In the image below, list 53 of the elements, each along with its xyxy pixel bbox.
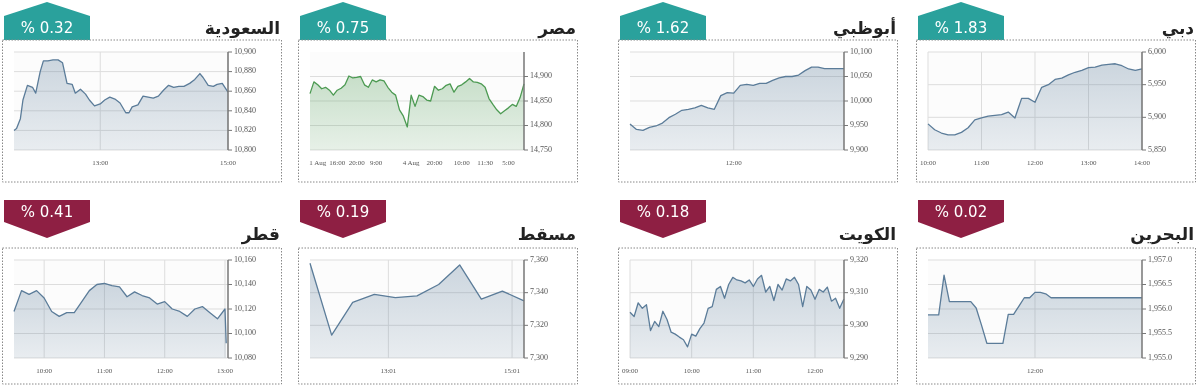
y-tick-label: 10,840 <box>234 105 256 115</box>
y-tick-label: 5,950 <box>1148 79 1166 89</box>
text: % 0.32 <box>20 19 74 37</box>
y-tick-label: 9,900 <box>850 144 868 154</box>
y-tick-label: 10,050 <box>850 71 872 81</box>
y-tick-label: 10,140 <box>234 279 256 289</box>
chart-title: مصر <box>537 18 576 39</box>
y-tick-label: 10,100 <box>234 328 256 338</box>
text: % 0.18 <box>636 203 690 221</box>
y-tick-label: 10,160 <box>234 254 256 264</box>
y-tick-label: 10,860 <box>234 86 256 96</box>
y-tick-label: 1,955.0 <box>1148 352 1172 362</box>
y-tick-label: 10,120 <box>234 303 256 313</box>
y-tick-label: 9,310 <box>850 287 868 297</box>
y-tick-label: 10,900 <box>234 46 256 56</box>
text: % 0.19 <box>316 203 370 221</box>
y-tick-label: 10,800 <box>234 144 256 154</box>
text: % 1.62 <box>636 19 690 37</box>
y-tick-label: 5,850 <box>1148 144 1166 154</box>
y-tick-label: 1,957.0 <box>1148 254 1172 264</box>
chart-title: البحرين <box>1130 224 1194 245</box>
y-tick-label: 9,950 <box>850 120 868 130</box>
y-tick-label: 5,900 <box>1148 112 1166 122</box>
y-tick-label: 14,800 <box>530 120 552 130</box>
y-tick-label: 14,750 <box>530 144 552 154</box>
y-tick-label: 9,320 <box>850 254 868 264</box>
y-tick-label: 7,320 <box>530 320 548 330</box>
y-tick-label: 10,080 <box>234 352 256 362</box>
y-tick-label: 7,360 <box>530 254 548 264</box>
text: % 0.02 <box>934 203 988 221</box>
y-tick-label: 7,340 <box>530 287 548 297</box>
y-tick-label: 14,850 <box>530 95 552 105</box>
chart-title: السعودية <box>204 18 280 39</box>
y-tick-label: 10,880 <box>234 66 256 76</box>
text: % 0.75 <box>316 19 370 37</box>
chart-title: قطر <box>240 224 280 245</box>
text: % 1.83 <box>934 19 988 37</box>
text: % 0.41 <box>20 203 74 221</box>
y-tick-label: 9,300 <box>850 320 868 330</box>
y-tick-label: 9,290 <box>850 352 868 362</box>
y-tick-label: 7,300 <box>530 352 548 362</box>
y-tick-label: 10,000 <box>850 95 872 105</box>
y-tick-label: 10,820 <box>234 125 256 135</box>
y-tick-label: 10,100 <box>850 46 872 56</box>
y-tick-label: 14,900 <box>530 71 552 81</box>
y-tick-label: 1,956.0 <box>1148 303 1172 313</box>
y-tick-label: 6,000 <box>1148 46 1166 56</box>
chart-title: الكويت <box>838 224 896 245</box>
text: دبي <box>1161 18 1195 39</box>
chart-title: مسقط <box>517 224 576 244</box>
y-tick-label: 1,956.5 <box>1148 279 1172 289</box>
y-tick-label: 1,955.5 <box>1148 328 1172 338</box>
chart-title: أبوظبي <box>832 17 896 39</box>
